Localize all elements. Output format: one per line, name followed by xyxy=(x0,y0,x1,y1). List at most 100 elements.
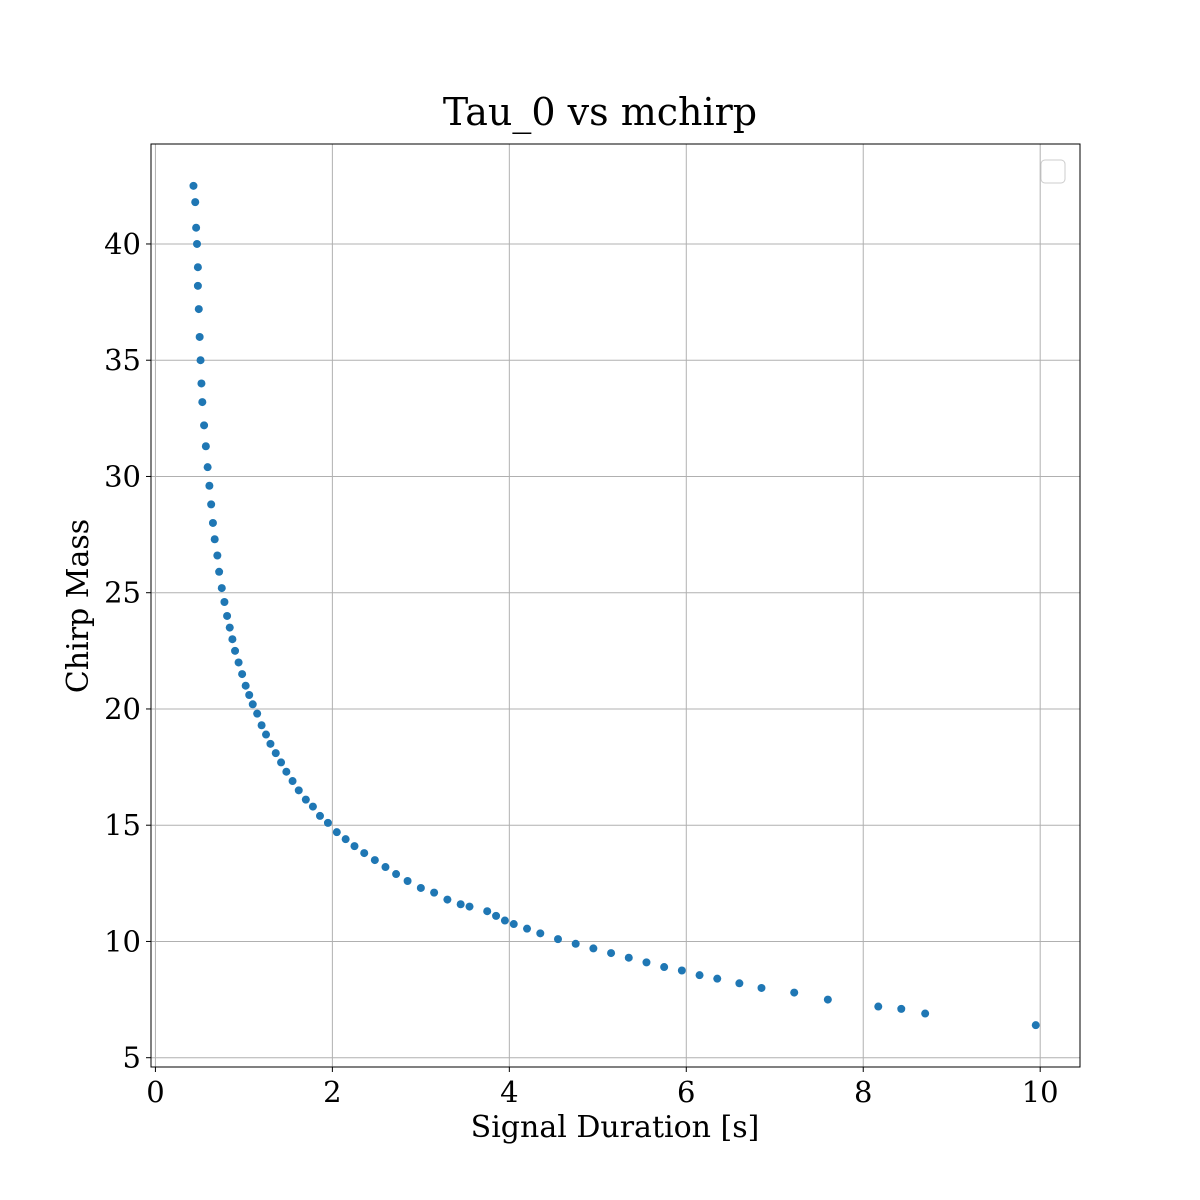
scatter-point xyxy=(215,567,224,576)
scatter-point xyxy=(192,223,201,232)
scatter-point xyxy=(200,421,209,430)
x-axis-label: Signal Duration [s] xyxy=(471,1110,760,1145)
y-tick-label: 15 xyxy=(104,808,141,842)
scatter-point xyxy=(262,730,271,739)
scatter-point xyxy=(392,870,401,879)
scatter-point xyxy=(523,924,532,933)
scatter-point xyxy=(225,623,234,632)
x-axis-ticks: 0 2 4 6 8 10 xyxy=(146,1067,1059,1109)
scatter-point xyxy=(277,758,286,767)
scatter-point xyxy=(248,700,257,709)
scatter-point xyxy=(315,811,324,820)
scatter-point xyxy=(301,795,310,804)
scatter-point xyxy=(624,953,633,962)
scatter-point xyxy=(874,1002,883,1011)
scatter-point xyxy=(677,966,686,975)
scatter-point xyxy=(921,1009,930,1018)
y-tick-label: 20 xyxy=(104,692,141,726)
scatter-point xyxy=(197,379,206,388)
plot-frame xyxy=(150,143,1081,1068)
scatter-point xyxy=(500,916,509,925)
scatter-point xyxy=(189,181,198,190)
scatter-point xyxy=(381,863,390,872)
scatter-point xyxy=(416,883,425,892)
scatter-point xyxy=(607,949,616,958)
chart-title: Tau_0 vs mchirp xyxy=(443,90,757,135)
x-tick-label: 8 xyxy=(854,1075,872,1109)
scatter-point xyxy=(191,198,200,207)
scatter-point xyxy=(203,463,212,472)
scatter-point xyxy=(350,842,359,851)
scatter-point xyxy=(642,958,651,967)
scatter-point xyxy=(323,818,332,827)
x-tick-label: 6 xyxy=(677,1075,695,1109)
plot-area xyxy=(150,143,1081,1068)
scatter-point xyxy=(341,835,350,844)
scatter-point xyxy=(456,900,465,909)
scatter-point xyxy=(205,481,214,490)
scatter-point xyxy=(194,305,203,314)
scatter-point xyxy=(823,995,832,1004)
scatter-point xyxy=(257,721,266,730)
scatter-point xyxy=(238,670,247,679)
scatter-point xyxy=(223,611,232,620)
x-tick-label: 10 xyxy=(1022,1075,1059,1109)
scatter-point xyxy=(220,598,229,607)
scatter-point xyxy=(483,907,492,916)
scatter-point xyxy=(198,398,207,407)
scatter-point xyxy=(193,239,202,248)
scatter-point xyxy=(790,988,799,997)
y-axis-label: Chirp Mass xyxy=(61,519,96,693)
scatter-point xyxy=(492,911,501,920)
y-tick-label: 10 xyxy=(104,924,141,958)
y-tick-label: 25 xyxy=(104,576,141,610)
scatter-point xyxy=(695,971,704,980)
scatter-point xyxy=(294,786,303,795)
x-tick-label: 0 xyxy=(146,1075,164,1109)
scatter-point xyxy=(757,983,766,992)
scatter-point xyxy=(234,658,243,667)
scatter-point xyxy=(241,681,250,690)
scatter-point xyxy=(266,739,275,748)
scatter-point xyxy=(443,895,452,904)
scatter-point xyxy=(282,767,291,776)
scatter-point xyxy=(208,518,217,527)
scatter-point xyxy=(1031,1021,1040,1030)
scatter-point xyxy=(213,551,222,560)
scatter-point xyxy=(245,691,254,700)
x-tick-label: 2 xyxy=(323,1075,341,1109)
scatter-point xyxy=(201,442,210,451)
scatter-point xyxy=(897,1004,906,1013)
scatter-point xyxy=(217,584,226,593)
scatter-point xyxy=(207,500,216,509)
scatter-point xyxy=(231,646,240,655)
scatter-point xyxy=(571,939,580,948)
scatter-point xyxy=(430,888,439,897)
scatter-point xyxy=(271,749,280,758)
scatter-point xyxy=(713,974,722,983)
scatter-point xyxy=(196,356,205,365)
scatter-point xyxy=(536,929,545,938)
scatter-point xyxy=(253,709,262,718)
x-grid xyxy=(154,144,1041,1067)
scatter-points xyxy=(189,181,1040,1030)
scatter-point xyxy=(465,902,474,911)
scatter-point xyxy=(403,877,412,886)
y-tick-label: 35 xyxy=(104,343,141,377)
scatter-point xyxy=(509,920,518,929)
scatter-point xyxy=(228,635,237,644)
scatter-point xyxy=(193,281,202,290)
y-tick-label: 5 xyxy=(123,1041,141,1075)
x-tick-label: 4 xyxy=(500,1075,518,1109)
scatter-point xyxy=(360,849,369,858)
y-grid xyxy=(151,243,1080,1059)
y-tick-label: 40 xyxy=(104,227,141,261)
scatter-point xyxy=(193,263,202,272)
scatter-point xyxy=(288,777,297,786)
y-tick-label: 30 xyxy=(104,459,141,493)
scatter-point xyxy=(210,535,219,544)
scatter-point xyxy=(332,828,341,837)
legend-box xyxy=(1040,159,1066,184)
y-axis-ticks: 5 10 15 20 25 30 35 40 xyxy=(104,227,151,1075)
